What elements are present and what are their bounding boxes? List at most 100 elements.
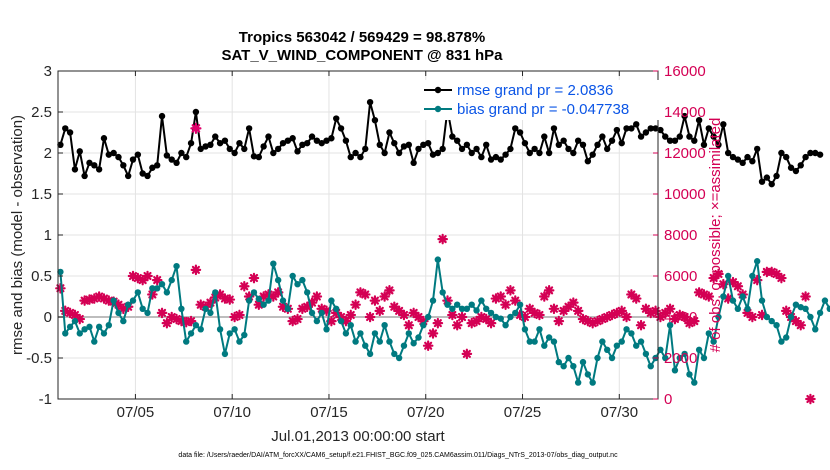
obs-count-marker [553, 315, 565, 327]
bias-point [773, 322, 780, 329]
bias-series [57, 256, 830, 386]
bias-point [497, 315, 504, 322]
obs-count-marker [437, 233, 448, 245]
obs-count-stroke [375, 306, 384, 315]
rmse-point [134, 151, 142, 158]
bias-point [507, 313, 514, 321]
obs-count-stroke [782, 306, 791, 315]
rmse-point [270, 149, 277, 157]
obs-count-stroke [453, 321, 462, 330]
bias-point [71, 317, 79, 325]
rmse-point [362, 145, 369, 153]
rmse-point [110, 149, 117, 157]
bias-point [739, 293, 746, 300]
rmse-point [62, 125, 69, 132]
rmse-point [95, 166, 103, 173]
bias-point [541, 342, 548, 349]
x-tick-label-0: 07/05 [117, 404, 155, 421]
rmse-point [676, 133, 683, 140]
legend-rmse-marker [434, 86, 442, 94]
rmse-point [318, 139, 325, 147]
obs-count-stroke [380, 292, 389, 301]
rmse-point [366, 98, 374, 106]
obs-count-stroke [806, 394, 815, 404]
obs-count-marker [142, 270, 153, 282]
rmse-point [207, 141, 214, 148]
obs-count-marker [500, 299, 511, 310]
right-tick-label-5: 10000 [664, 186, 706, 203]
bias-point [294, 281, 301, 288]
obs-count-marker [311, 291, 323, 302]
rmse-point [376, 141, 383, 148]
rmse-point [424, 139, 432, 147]
obs-count-marker [509, 295, 521, 306]
obs-count-marker [524, 303, 536, 315]
obs-count-marker [350, 299, 361, 310]
rmse-point [599, 133, 606, 140]
rmse-point [468, 149, 475, 157]
rmse-point [308, 133, 316, 140]
bias-point [826, 305, 830, 312]
rmse-point [720, 121, 727, 128]
obs-count-stroke [191, 265, 200, 274]
bias-point [207, 309, 214, 317]
rmse-point [352, 149, 359, 157]
obs-count-marker [703, 291, 715, 302]
bias-point [328, 297, 335, 304]
left-tick-label-6: 2 [44, 145, 52, 162]
rmse-point [792, 167, 800, 175]
grid-lines [58, 70, 658, 400]
rmse-series [57, 98, 824, 188]
rmse-point [739, 159, 746, 167]
bias-point [458, 305, 466, 312]
legend-background [420, 80, 662, 120]
legend-rmse-label: rmse grand pr = 2.0836 [457, 82, 613, 99]
rmse-point [279, 139, 287, 147]
rmse-point [250, 153, 258, 160]
obs-count-stroke [549, 304, 559, 313]
rmse-point [294, 148, 301, 155]
obs-count-stroke [162, 319, 171, 328]
rmse-point [76, 148, 83, 155]
rmse-point [574, 137, 582, 144]
bias-point [410, 340, 417, 347]
bias-point [66, 323, 74, 331]
obs-count-stroke [404, 321, 413, 330]
obs-count-marker [374, 305, 386, 317]
rmse-point [807, 149, 814, 157]
obs-count-stroke [457, 312, 467, 322]
bias-point [187, 330, 195, 337]
bias-point [453, 301, 461, 308]
obs-count-marker [161, 317, 173, 329]
rmse-point [453, 137, 461, 144]
obs-count-stroke [540, 292, 549, 301]
bias-point [192, 322, 200, 329]
bias-point [371, 330, 379, 337]
rmse-point [149, 164, 156, 171]
obs-count-stroke [617, 306, 626, 315]
bias-point [478, 297, 485, 304]
bias-point [695, 346, 703, 353]
rmse-point [192, 108, 200, 116]
obs-count-marker [538, 291, 550, 302]
obs-count-stroke [719, 280, 728, 289]
rmse-point [695, 117, 703, 124]
legend: rmse grand pr = 2.0836 bias grand pr = -… [420, 80, 662, 120]
bias-point [274, 276, 282, 284]
bias-point [120, 317, 127, 325]
bias-point [526, 338, 533, 345]
rmse-point [66, 129, 74, 136]
bias-point [260, 301, 267, 308]
bias-point [729, 297, 737, 304]
obs-count-marker [398, 309, 410, 321]
rmse-point [652, 125, 659, 132]
rmse-point [241, 145, 248, 153]
bias-point [812, 326, 819, 333]
rmse-point [628, 125, 635, 132]
obs-count-stroke [235, 310, 244, 320]
rmse-point [705, 125, 713, 132]
bias-point [429, 297, 437, 304]
rmse-point [608, 137, 616, 144]
bias-point [783, 334, 790, 341]
